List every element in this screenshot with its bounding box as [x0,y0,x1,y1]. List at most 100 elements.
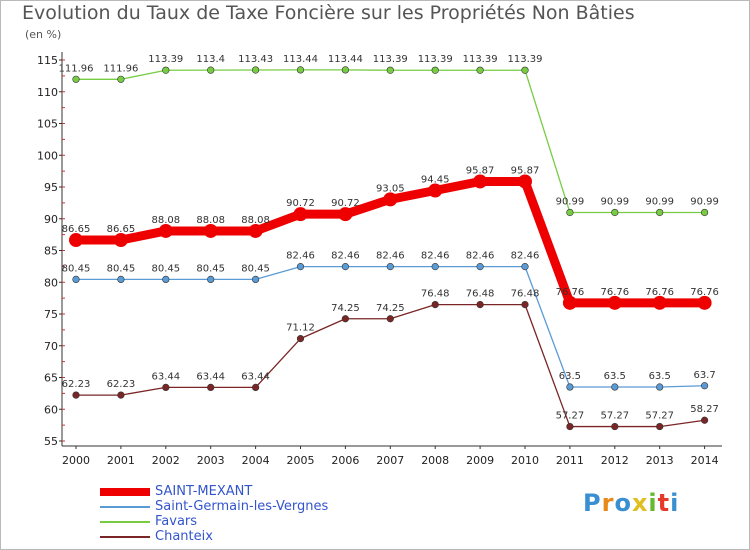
data-point [207,275,215,283]
data-point [69,233,83,248]
data-label: 86.65 [107,224,136,235]
data-point [386,263,394,271]
logo-letter: t [657,489,671,517]
legend-swatch [100,487,150,496]
logo-letter: P [583,489,602,517]
data-point [296,263,305,271]
x-tick-label: 2014 [691,454,719,467]
legend-item: SAINT-MEXANT [100,484,328,499]
y-tick-label: 105 [37,118,58,131]
series-line [75,265,706,388]
data-label: 82.46 [376,251,405,262]
data-point [252,383,260,392]
data-label: 57.27 [556,411,585,422]
data-label: 93.05 [376,183,405,194]
data-label: 57.27 [645,411,674,422]
y-tick-label: 95 [44,181,58,194]
data-label: 76.76 [645,287,674,298]
data-label: 76.76 [690,287,719,298]
data-label: 113.44 [328,54,363,65]
data-point [611,383,619,391]
data-point [431,66,439,74]
data-point [117,275,125,283]
legend-swatch [100,535,150,538]
x-tick-label: 2006 [331,454,359,467]
series-points [69,66,712,431]
data-label: 90.72 [286,198,315,209]
data-point [296,335,305,343]
data-label: 80.45 [107,263,136,274]
data-point [113,233,128,248]
data-label: 82.46 [421,251,450,262]
data-point [341,66,350,74]
x-tick-label: 2012 [601,454,629,467]
data-label: 80.45 [151,263,180,274]
data-point [162,275,170,283]
data-point [431,263,439,271]
series-line [75,303,706,428]
x-tick-label: 2005 [287,454,315,467]
data-labels: 86.65 86.65 88.08 88.08 88.08 90.72 90.72 93.05… [59,54,719,422]
data-label: 63.5 [649,371,671,382]
logo-letter: r [601,489,615,517]
data-point [117,391,125,399]
data-label: 80.45 [196,263,225,274]
data-label: 95.87 [466,165,495,176]
legend-label: SAINT-MEXANT [155,484,253,499]
data-point [293,207,308,222]
data-label: 90.99 [600,196,629,207]
data-label: 63.5 [604,371,626,382]
data-point [566,208,574,217]
data-label: 90.99 [690,196,719,207]
data-label: 82.46 [331,251,360,262]
data-point [611,422,619,431]
data-label: 88.08 [196,215,225,226]
data-label: 82.46 [466,251,495,262]
data-label: 88.08 [241,215,270,226]
data-label: 74.25 [376,303,405,314]
data-point [383,192,398,207]
data-label: 90.72 [331,198,360,209]
data-point [607,295,622,310]
data-point [566,422,574,431]
x-tick-label: 2000 [62,454,90,467]
data-point [72,391,80,399]
y-tick-label: 65 [44,372,58,385]
data-label: 76.48 [466,289,495,300]
logo-letter: i [670,489,680,517]
data-point [473,174,488,189]
data-label: 74.25 [331,303,360,314]
data-label: 90.99 [556,196,585,207]
data-point [338,207,353,222]
data-point [697,295,712,310]
x-tick-label: 2002 [152,454,180,467]
data-label: 63.7 [693,370,715,381]
data-point [476,263,484,271]
data-label: 63.44 [196,371,225,382]
data-label: 80.45 [241,263,270,274]
data-point [476,301,484,309]
data-point [700,208,709,217]
y-tick-label: 60 [44,403,58,416]
data-point [252,275,260,283]
data-label: 113.4 [196,54,225,65]
data-label: 76.76 [600,287,629,298]
y-tick-label: 55 [44,435,58,448]
data-label: 94.45 [421,174,450,185]
x-tick-label: 2013 [646,454,674,467]
data-point [296,66,305,74]
data-label: 76.48 [421,289,450,300]
logo-letter: x [631,489,649,517]
legend-item: Chanteix [100,529,328,544]
legend-label: Favars [155,514,198,529]
data-point [521,66,529,74]
x-tick-label: 2011 [556,454,584,467]
x-tick-label: 2009 [466,454,494,467]
data-label: 113.39 [463,54,498,65]
data-point [656,383,664,391]
data-point [207,66,215,74]
legend: SAINT-MEXANT Saint-Germain-les-Vergnes F… [100,484,328,544]
data-point [700,382,709,390]
proxiti-logo: Proxiti [583,489,679,517]
